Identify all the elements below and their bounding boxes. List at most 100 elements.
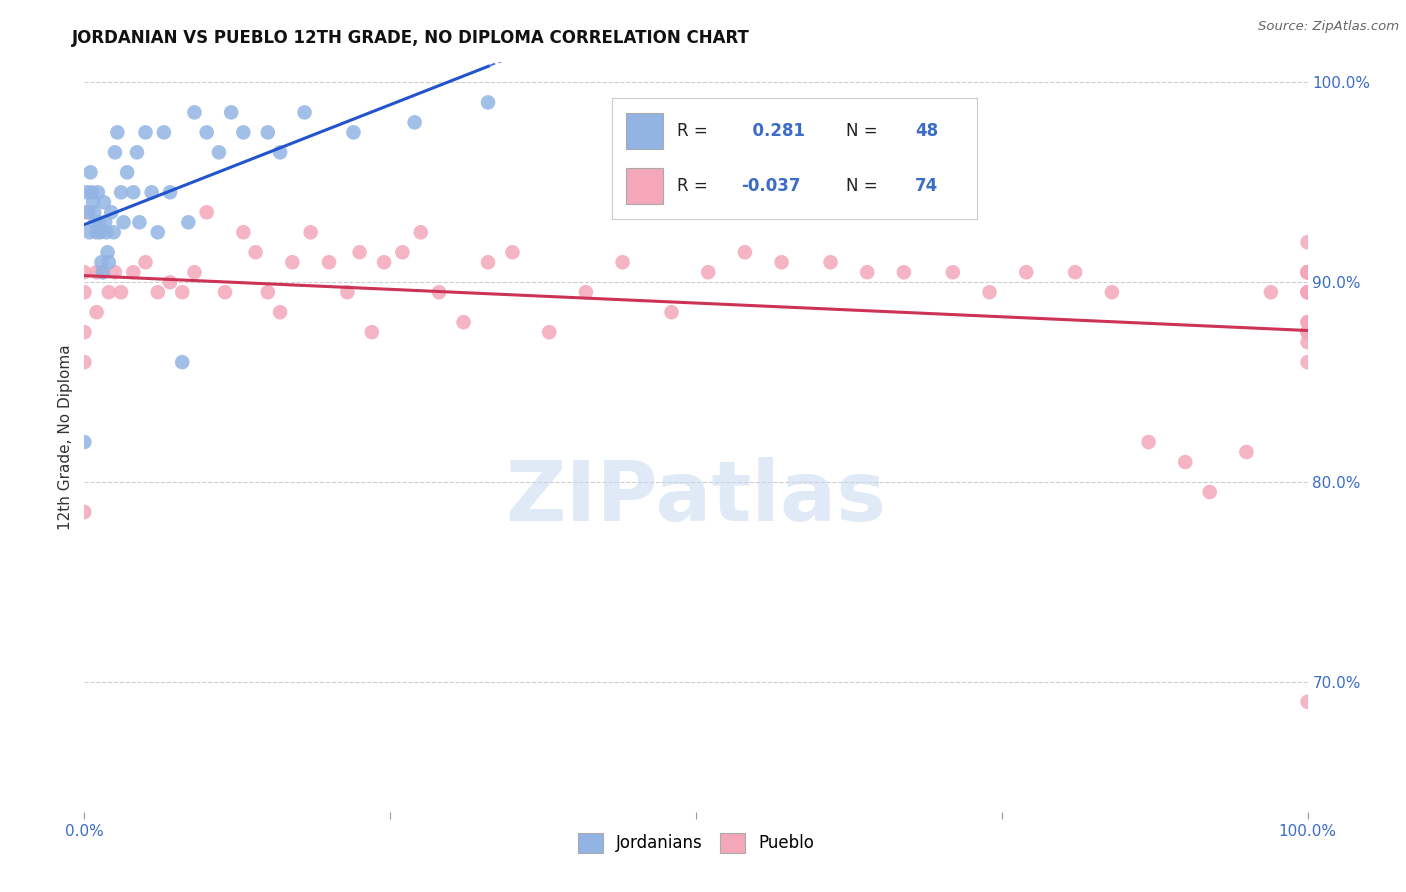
Point	[79, 165, 101, 179]
Point	[195, 125, 218, 139]
Text: -0.037: -0.037	[741, 177, 801, 195]
Point	[979, 285, 1001, 300]
Point	[146, 225, 169, 239]
Point	[93, 195, 115, 210]
Point	[105, 125, 128, 139]
Point	[477, 255, 499, 269]
Point	[342, 125, 364, 139]
Point	[294, 105, 316, 120]
Point	[942, 265, 965, 279]
Point	[214, 285, 236, 300]
Point	[1296, 265, 1319, 279]
Point	[96, 225, 118, 239]
Point	[100, 205, 122, 219]
Point	[1296, 325, 1319, 339]
Point	[219, 105, 242, 120]
Point	[159, 186, 181, 200]
Point	[1296, 315, 1319, 329]
Point	[349, 245, 371, 260]
Point	[697, 265, 720, 279]
Point	[90, 255, 112, 269]
Point	[208, 145, 231, 160]
FancyBboxPatch shape	[626, 168, 662, 204]
Point	[1296, 325, 1319, 339]
Point	[91, 265, 114, 279]
Point	[360, 325, 382, 339]
Point	[76, 186, 98, 200]
Point	[269, 145, 291, 160]
Point	[1260, 285, 1282, 300]
Point	[172, 355, 194, 369]
Point	[177, 215, 200, 229]
Point	[1296, 695, 1319, 709]
Point	[110, 285, 132, 300]
Point	[1137, 435, 1160, 450]
Point	[538, 325, 561, 339]
Point	[1296, 325, 1319, 339]
Text: R =: R =	[678, 177, 713, 195]
Point	[281, 255, 304, 269]
Point	[83, 205, 105, 219]
Point	[89, 225, 111, 239]
Text: JORDANIAN VS PUEBLO 12TH GRADE, NO DIPLOMA CORRELATION CHART: JORDANIAN VS PUEBLO 12TH GRADE, NO DIPLO…	[72, 29, 749, 47]
Point	[172, 285, 194, 300]
Y-axis label: 12th Grade, No Diploma: 12th Grade, No Diploma	[58, 344, 73, 530]
Point	[232, 125, 254, 139]
Point	[269, 305, 291, 319]
Point	[122, 265, 145, 279]
Point	[373, 255, 395, 269]
FancyBboxPatch shape	[626, 112, 662, 149]
Point	[87, 215, 110, 229]
Point	[1296, 315, 1319, 329]
Point	[82, 195, 104, 210]
Point	[86, 225, 108, 239]
Point	[1296, 355, 1319, 369]
Point	[404, 115, 426, 129]
Point	[141, 186, 163, 200]
Point	[73, 355, 96, 369]
Point	[73, 265, 96, 279]
Point	[1296, 285, 1319, 300]
Point	[104, 265, 127, 279]
Point	[73, 205, 96, 219]
Point	[299, 225, 322, 239]
Point	[94, 215, 117, 229]
Point	[1296, 285, 1319, 300]
Point	[77, 225, 100, 239]
Point	[97, 285, 120, 300]
Point	[103, 225, 125, 239]
Point	[477, 95, 499, 110]
Point	[153, 125, 176, 139]
Point	[159, 275, 181, 289]
Point	[661, 305, 683, 319]
Text: 48: 48	[915, 121, 938, 140]
Point	[1015, 265, 1038, 279]
Text: 0.281: 0.281	[741, 121, 806, 140]
Point	[1296, 265, 1319, 279]
Point	[820, 255, 842, 269]
Point	[73, 285, 96, 300]
Legend: Jordanians, Pueblo: Jordanians, Pueblo	[571, 826, 821, 860]
Point	[318, 255, 340, 269]
Text: N =: N =	[845, 177, 883, 195]
Point	[427, 285, 450, 300]
Point	[146, 285, 169, 300]
Point	[257, 285, 280, 300]
Point	[856, 265, 879, 279]
Point	[1198, 485, 1220, 500]
Text: 74: 74	[915, 177, 938, 195]
Point	[110, 186, 132, 200]
Point	[1174, 455, 1197, 469]
Point	[135, 125, 157, 139]
Text: Source: ZipAtlas.com: Source: ZipAtlas.com	[1258, 20, 1399, 33]
Text: ZIPatlas: ZIPatlas	[506, 457, 886, 538]
Point	[135, 255, 157, 269]
Point	[1101, 285, 1123, 300]
Point	[183, 265, 205, 279]
Point	[734, 245, 756, 260]
Point	[1296, 235, 1319, 250]
Point	[257, 125, 280, 139]
Point	[1296, 285, 1319, 300]
Point	[1236, 445, 1258, 459]
Point	[409, 225, 432, 239]
